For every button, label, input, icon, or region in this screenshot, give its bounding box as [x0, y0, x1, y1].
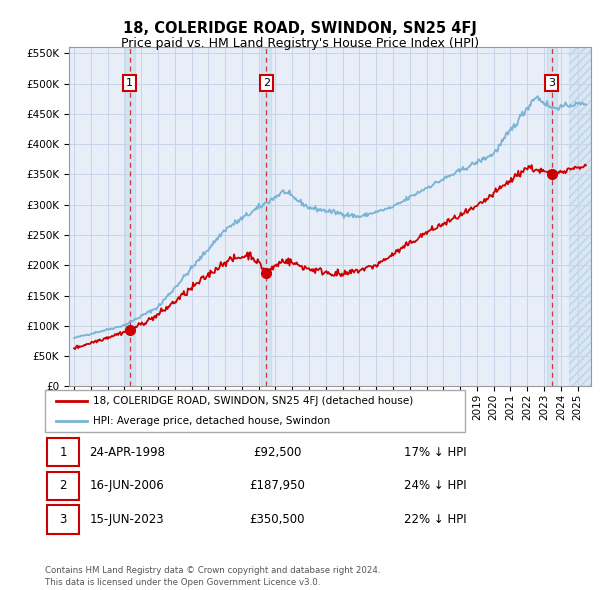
Bar: [125, 47, 134, 386]
Text: 18, COLERIDGE ROAD, SWINDON, SN25 4FJ (detached house): 18, COLERIDGE ROAD, SWINDON, SN25 4FJ (d…: [94, 396, 413, 407]
Text: 2: 2: [263, 78, 270, 88]
Text: 1: 1: [59, 445, 67, 459]
FancyBboxPatch shape: [47, 438, 79, 466]
Text: HPI: Average price, detached house, Swindon: HPI: Average price, detached house, Swin…: [94, 416, 331, 426]
Text: Contains HM Land Registry data © Crown copyright and database right 2024.
This d: Contains HM Land Registry data © Crown c…: [45, 566, 380, 587]
Text: 17% ↓ HPI: 17% ↓ HPI: [404, 445, 467, 459]
Text: 15-JUN-2023: 15-JUN-2023: [89, 513, 164, 526]
FancyBboxPatch shape: [47, 506, 79, 533]
Text: 2: 2: [59, 479, 67, 493]
Text: 3: 3: [548, 78, 555, 88]
Text: 18, COLERIDGE ROAD, SWINDON, SN25 4FJ: 18, COLERIDGE ROAD, SWINDON, SN25 4FJ: [123, 21, 477, 35]
Bar: [262, 47, 271, 386]
FancyBboxPatch shape: [47, 472, 79, 500]
Text: £187,950: £187,950: [250, 479, 305, 493]
Text: £92,500: £92,500: [253, 445, 302, 459]
Text: 24% ↓ HPI: 24% ↓ HPI: [404, 479, 467, 493]
Text: 3: 3: [59, 513, 67, 526]
Text: 1: 1: [126, 78, 133, 88]
Text: 24-APR-1998: 24-APR-1998: [89, 445, 165, 459]
Text: 22% ↓ HPI: 22% ↓ HPI: [404, 513, 467, 526]
Bar: [569, 47, 591, 386]
Text: £350,500: £350,500: [250, 513, 305, 526]
FancyBboxPatch shape: [45, 390, 465, 432]
Bar: [569, 47, 591, 386]
Text: 16-JUN-2006: 16-JUN-2006: [89, 479, 164, 493]
Bar: [547, 47, 557, 386]
Text: Price paid vs. HM Land Registry's House Price Index (HPI): Price paid vs. HM Land Registry's House …: [121, 37, 479, 50]
